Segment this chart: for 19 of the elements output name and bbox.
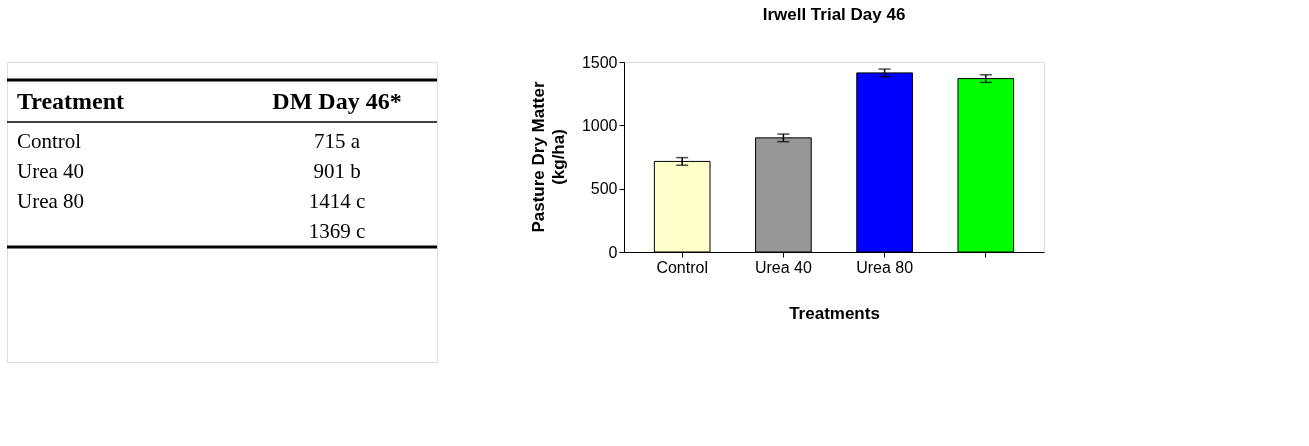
text: 715 a	[313, 129, 361, 153]
text: Urea 80	[17, 189, 85, 213]
text: Control	[17, 129, 82, 153]
x-axis-title: Treatments	[789, 303, 880, 323]
y-tick-label: 1500	[581, 53, 618, 71]
y-tick-label: 1000	[581, 116, 618, 134]
text: Treatment	[17, 88, 125, 114]
x-tick-label: Control	[656, 258, 708, 276]
x-tick-label: Urea 40	[754, 258, 812, 276]
text: 1369 c	[308, 219, 366, 243]
chart-title: Irwell Trial Day 46	[762, 5, 906, 24]
text: Urea 40	[17, 159, 85, 183]
text: 1414 c	[308, 189, 366, 213]
y-tick-label: 500	[590, 180, 618, 198]
x-tick-label: Urea 80	[856, 258, 914, 276]
text: DM Day 46*	[272, 88, 402, 114]
y-axis-title: Pasture Dry Matter (kg/ha)	[529, 81, 568, 233]
y-tick-label: 0	[608, 243, 618, 261]
text: 901 b	[313, 159, 361, 183]
